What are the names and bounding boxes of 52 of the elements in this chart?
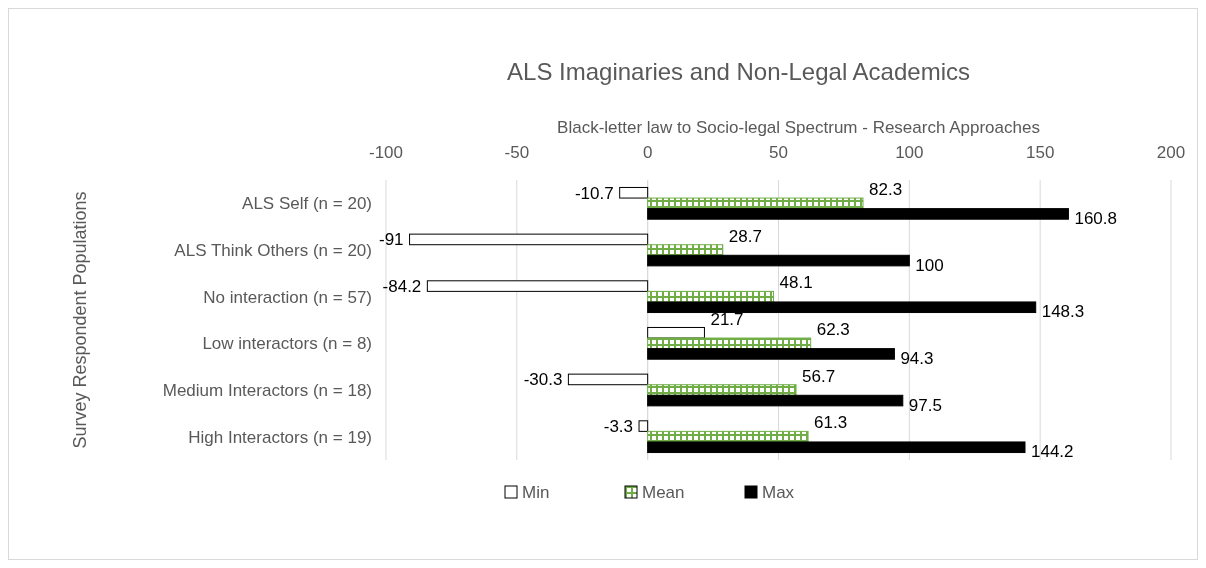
x-tick-label: 0 [642,143,653,162]
y-tick-label: Medium Interactors (n = 18) [162,381,372,400]
data-label: 48.1 [779,273,813,293]
data-label: 160.8 [1074,208,1117,228]
x-tick-label: 50 [769,143,788,162]
x-tick-label: -100 [368,143,404,162]
legend-label: Mean [642,483,685,502]
x-tick-label: 150 [1025,143,1055,162]
data-label: 82.3 [869,180,903,200]
bar [567,373,649,386]
x-tick-label: 200 [1156,143,1186,162]
data-label: 100 [915,255,944,275]
chart-title: ALS Imaginaries and Non-Legal Academics [507,58,970,85]
data-label: -30.3 [523,370,563,390]
y-tick-label: ALS Think Others (n = 20) [174,241,372,260]
data-label: -91 [378,230,404,250]
bar [619,186,649,199]
y-tick-label: ALS Self (n = 20) [242,194,372,214]
bar [409,233,649,246]
bar [647,301,1037,314]
data-label: 144.2 [1030,442,1074,462]
data-label: -10.7 [574,183,614,203]
data-label: -84.2 [382,277,422,297]
legend-label: Min [522,483,550,502]
bar [647,348,895,360]
x-tick-label: 100 [895,143,924,162]
data-label: 62.3 [816,320,850,340]
bar [647,254,910,267]
data-label: 28.7 [728,226,762,246]
data-label: 97.5 [908,395,942,415]
data-label: 148.3 [1041,302,1085,322]
bar [426,280,649,292]
bar [647,394,904,407]
data-label: 61.3 [814,413,848,433]
data-label: 94.3 [900,348,934,368]
y-axis-title: Survey Respondent Populations [70,191,90,449]
x-tick-label: -50 [504,143,530,162]
y-tick-label: High Interactors (n = 19) [188,427,372,447]
y-tick-label: Low interactors (n = 8) [202,334,372,354]
data-label: 56.7 [802,366,836,386]
bar [647,384,797,396]
data-label: 21.7 [710,310,744,330]
bar [647,441,1026,454]
bar [638,420,649,432]
bar [647,208,1069,220]
y-tick-label: No interaction (n = 57) [203,287,372,307]
data-label: -3.3 [603,417,634,437]
bar [647,337,812,350]
bar [647,244,724,256]
x-axis-title: Black-letter law to Socio-legal Spectrum - Research Approaches [557,118,1040,137]
bar [647,197,864,210]
legend-label: Max [762,483,795,502]
